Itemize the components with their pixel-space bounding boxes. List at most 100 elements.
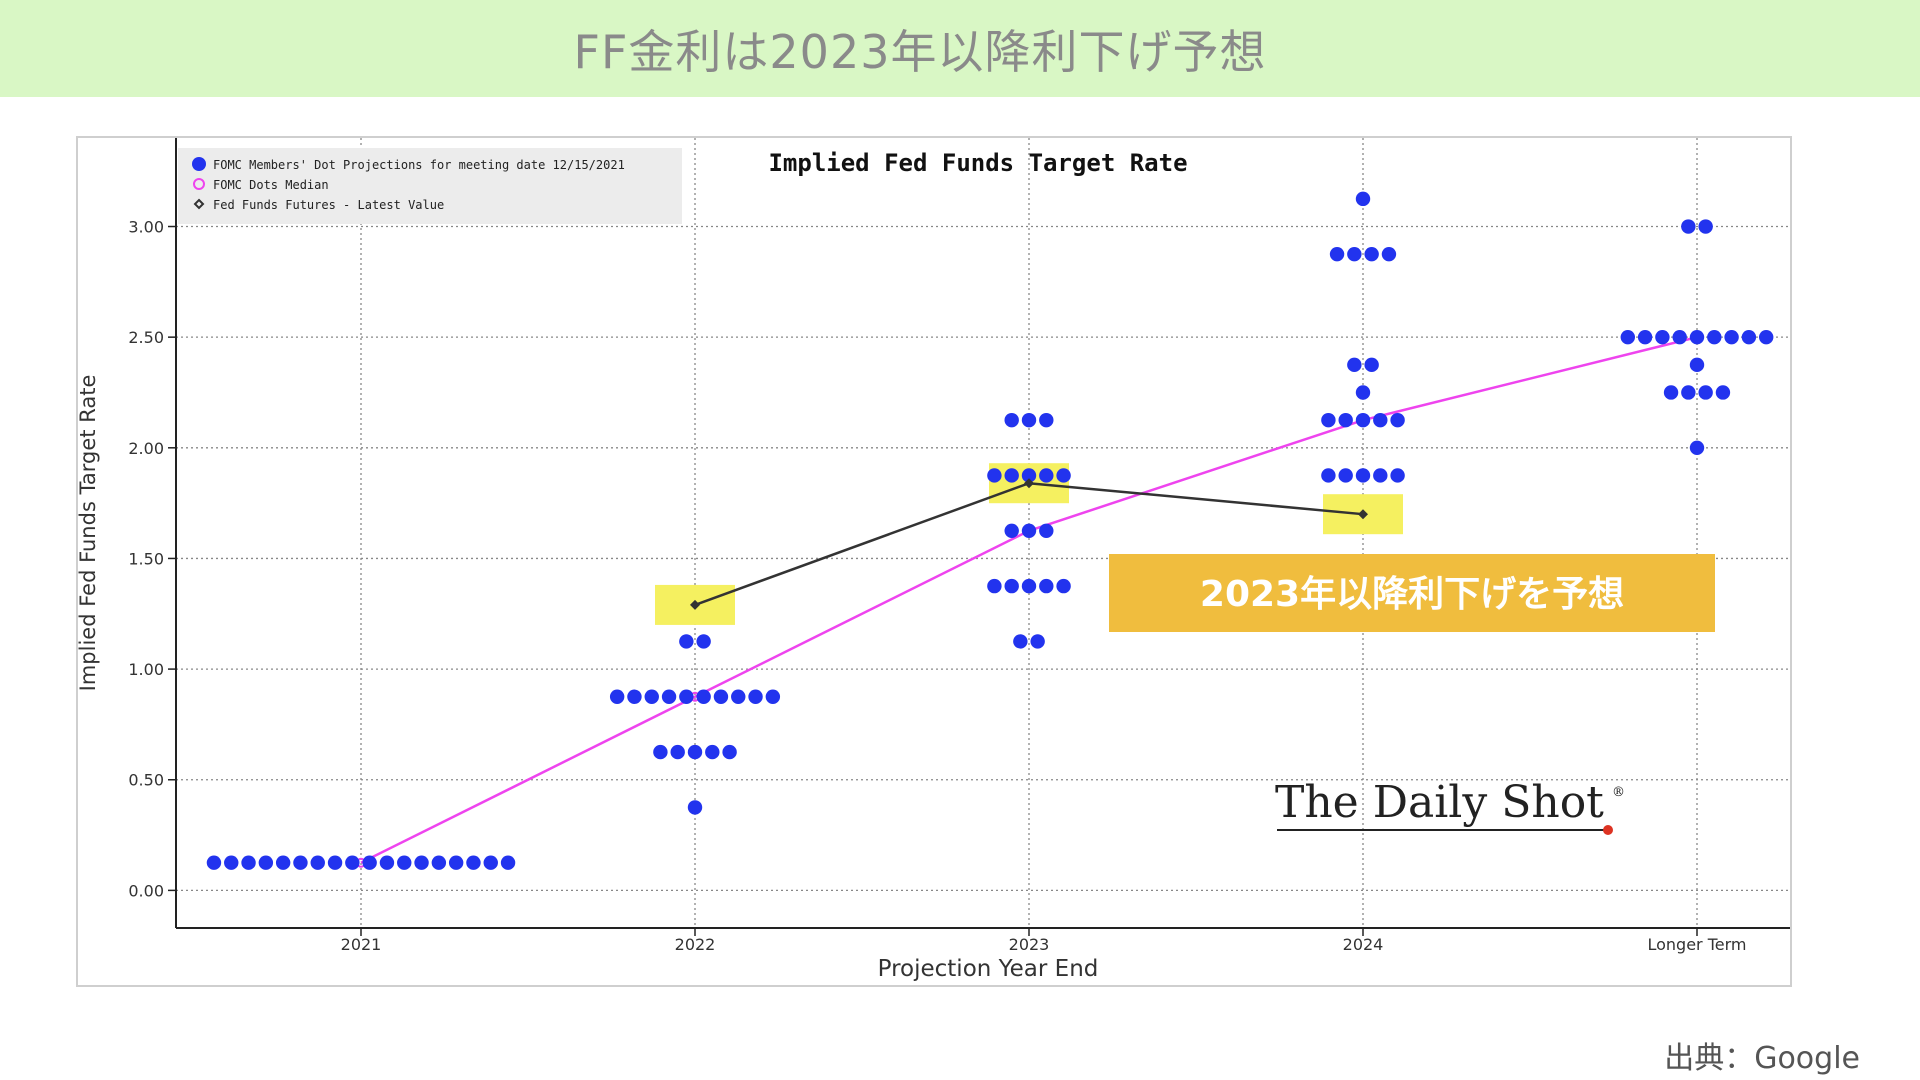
watermark-registered-mark: ® [1612,785,1625,800]
y-tick-label: 1.50 [128,549,164,568]
legend-box [178,148,682,224]
watermark-text: The Daily Shot [1275,777,1604,828]
projection-dot [1724,329,1739,345]
projection-dot [1364,357,1379,373]
projection-dot [345,855,360,870]
projection-dot [1373,468,1388,483]
projection-dot [1347,357,1362,373]
source-note: 出典：Google [1664,1041,1860,1076]
projection-dot [1672,329,1687,345]
projection-dot [241,855,256,870]
projection-dot [1355,412,1371,428]
projection-dot [414,855,429,870]
watermark-red-dot [1603,825,1613,835]
projection-dot [1681,219,1696,234]
projection-dot [1637,329,1653,345]
legend-futures-label: Fed Funds Futures - Latest Value [213,198,444,212]
projection-dot [1689,440,1705,456]
top-banner: FF金利は2023年以降利下げ予想 [0,0,1920,97]
projection-dot [1056,578,1071,594]
projection-dot [987,468,1002,483]
x-tick-label: 2024 [1343,935,1384,954]
projection-dot [1056,468,1071,483]
projection-dot [1381,246,1397,262]
chart-frame: 0.00 0.50 1.00 1.50 2.00 2.50 3.00 2021 2022 2023… [76,136,1792,987]
projection-dot [1698,219,1713,234]
projection-dot [1707,329,1722,345]
projection-dot [1355,385,1371,400]
y-tick-label: 2.00 [128,439,164,458]
x-tick-label: 2022 [675,935,716,954]
projection-dot [448,855,464,870]
projection-dot [1741,329,1757,345]
projection-dot [679,689,694,704]
projection-dot [987,578,1002,594]
y-tick-label: 3.00 [128,218,164,237]
projection-dot [293,855,308,870]
projection-dot [705,744,720,760]
projection-dot [258,855,274,870]
projection-dot [1390,412,1405,428]
projection-dot [748,689,763,704]
x-tick-label: Longer Term [1647,935,1746,954]
x-tick-label: 2021 [341,935,382,954]
projection-dot [644,689,659,704]
projection-dot [1620,329,1636,345]
projection-dot [1338,468,1353,483]
projection-dot [466,855,481,870]
projection-dot [1329,246,1345,262]
projection-dot [500,855,516,870]
projection-dot [722,744,737,760]
y-tick-label: 0.00 [128,881,164,900]
x-axis-label: Projection Year End [878,956,1099,982]
projection-dot [310,855,325,870]
projection-dot [1338,412,1353,428]
legend-median-swatch [193,178,205,190]
futures-point [1358,509,1368,520]
projection-dot [1004,578,1019,594]
legend: FOMC Members' Dot Projections for meetin… [178,148,682,224]
projection-dot [1004,412,1019,428]
projection-dot [731,689,746,704]
legend-dots-swatch [192,157,206,171]
y-tick-label: 1.00 [128,660,164,679]
projection-dot [1021,578,1037,594]
projection-dot [696,634,711,649]
projection-dot [1698,385,1713,400]
projection-dot [1021,468,1037,483]
projection-dot [1390,468,1405,483]
projection-dot [206,855,222,870]
projection-dot [1039,468,1054,483]
projection-dot [1004,523,1019,538]
chart-title: Implied Fed Funds Target Rate [768,149,1187,177]
projection-dot [275,855,291,870]
projection-dot [1039,578,1054,594]
projection-dot [431,855,447,870]
futures-point [690,599,700,610]
projection-dot [1355,468,1371,483]
projection-dot [1004,468,1019,483]
projection-dot [1321,468,1336,483]
chart-svg: 0.00 0.50 1.00 1.50 2.00 2.50 3.00 2021 2022 2023… [78,138,1790,982]
projection-dot [1681,385,1696,400]
projection-dot [224,855,239,870]
y-tick-label: 0.50 [128,771,164,790]
projection-dot [1321,412,1336,428]
projection-dot [1364,246,1379,262]
projection-dot [696,689,711,704]
banner-title: FF金利は2023年以降利下げ予想 [573,24,1267,79]
legend-dots-label: FOMC Members' Dot Projections for meetin… [213,158,625,172]
y-axis-label: Implied Fed Funds Target Rate [78,375,100,692]
y-tick-label: 2.50 [128,328,164,347]
projection-dot [765,689,781,704]
legend-median-label: FOMC Dots Median [213,178,329,192]
projection-dot [1039,523,1054,538]
projection-dot [1021,523,1037,538]
callout-text: 2023年以降利下げを予想 [1200,574,1624,615]
projection-dot [713,689,729,704]
projection-dot [1655,329,1670,345]
projection-dot [1715,385,1731,400]
projection-dot [687,800,703,815]
projection-dot [1663,385,1679,400]
futures-point [1024,478,1034,489]
